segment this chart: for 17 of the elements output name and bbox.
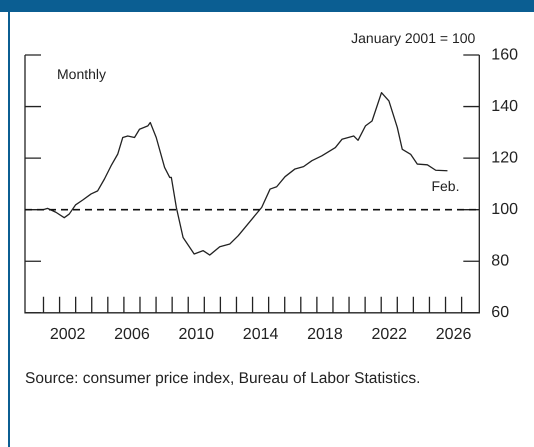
y-tick-label: 80 [491, 252, 510, 270]
x-tick-label: 2010 [178, 326, 214, 343]
y-tick-label: 100 [491, 201, 518, 218]
y-tick-label: 160 [491, 46, 518, 64]
x-tick-label: 2014 [242, 326, 278, 343]
y-tick-label: 60 [491, 304, 510, 322]
y-axis-title: January 2001 = 100 [351, 30, 476, 46]
x-tick-label: 2026 [436, 326, 472, 343]
x-tick-label: 2018 [307, 326, 343, 343]
y-tick-label: 140 [491, 98, 518, 115]
annotation: Monthly [57, 66, 106, 82]
x-tick-label: 2006 [114, 326, 150, 343]
source-note: Source: consumer price index, Bureau of Labor Statistics. [25, 369, 422, 389]
x-tick-label: 2022 [371, 326, 408, 343]
x-tick-label: 2002 [50, 326, 86, 343]
annotation: Feb. [431, 178, 460, 194]
y-tick-label: 120 [491, 150, 518, 167]
